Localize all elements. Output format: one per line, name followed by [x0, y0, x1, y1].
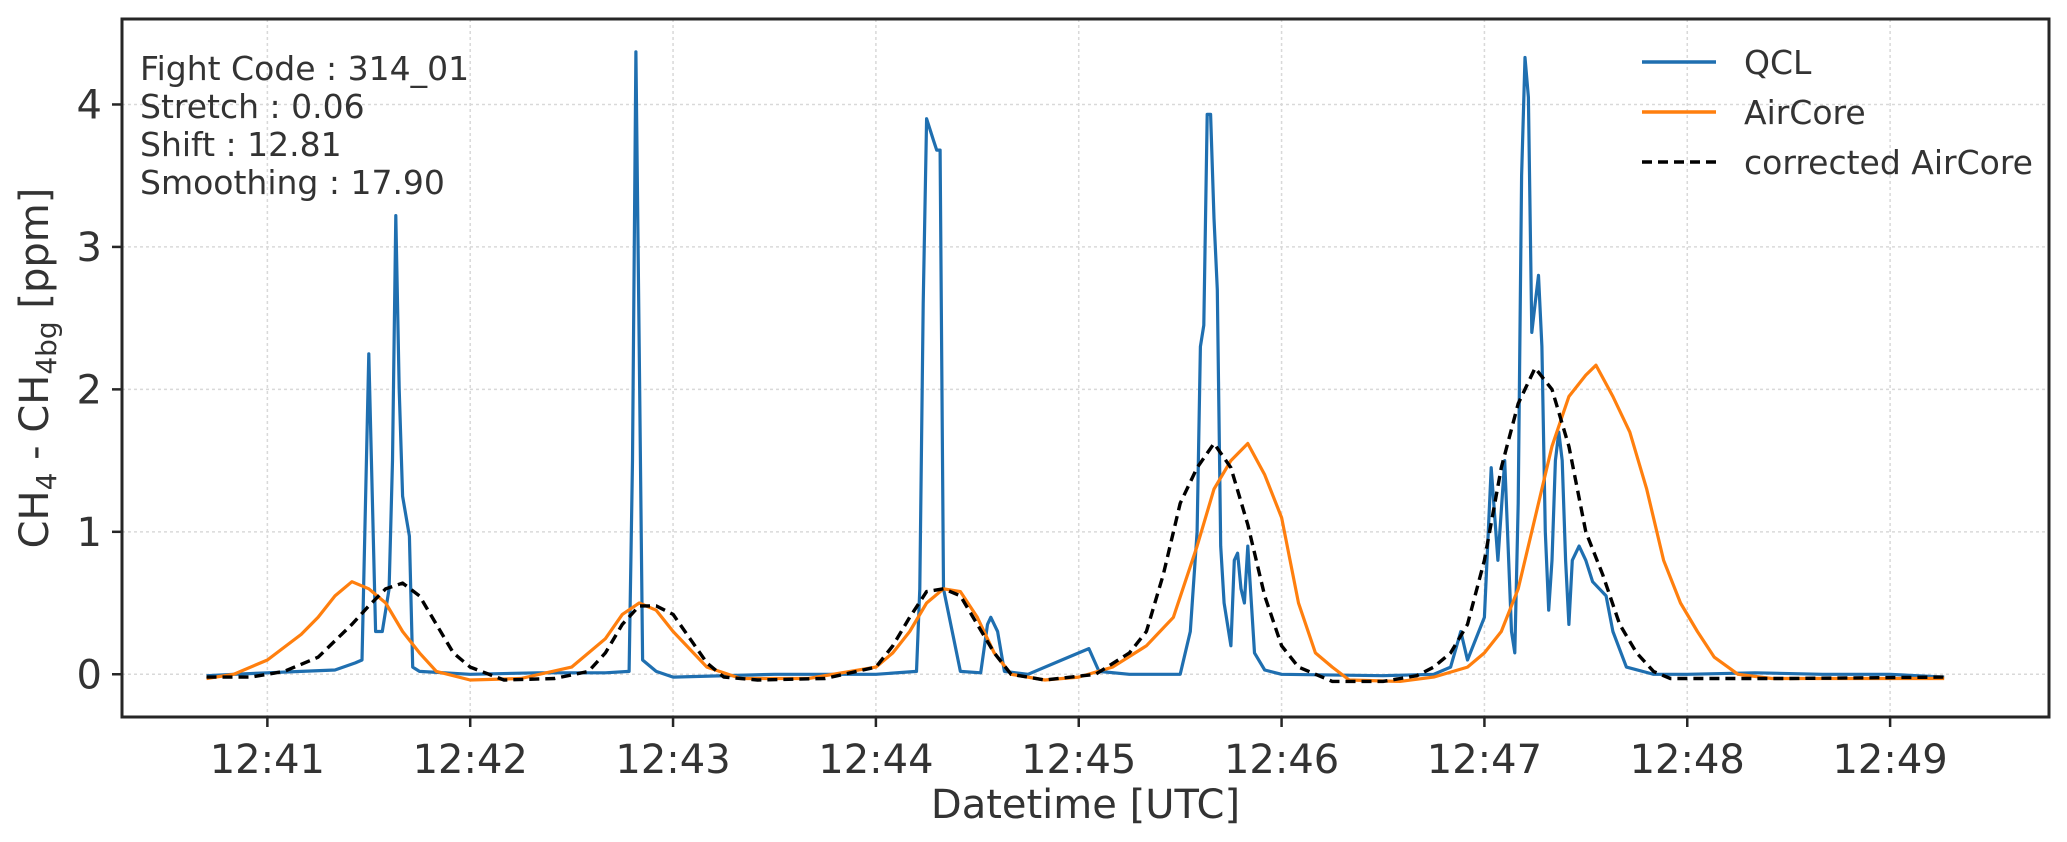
- x-axis-label: Datetime [UTC]: [931, 782, 1240, 828]
- x-tick-label: 12:48: [1630, 737, 1745, 783]
- annotation-line: Shift : 12.81: [140, 125, 342, 164]
- y-tick-label: 2: [77, 367, 102, 413]
- x-tick-label: 12:46: [1224, 737, 1339, 783]
- y-axis-label: CH4 - CH4bg [ppm]: [12, 188, 63, 549]
- x-tick-label: 12:45: [1021, 737, 1136, 783]
- x-tick-label: 12:47: [1427, 737, 1542, 783]
- series-line-corrected-aircore: [206, 366, 1945, 684]
- legend-entry: QCL: [1744, 43, 1812, 82]
- legend: QCL AirCore corrected AirCore: [1642, 43, 2033, 182]
- x-tick-label: 12:43: [615, 737, 730, 783]
- series-layer: [206, 50, 1945, 684]
- y-tick-label: 0: [77, 652, 102, 698]
- x-tick-label: 12:42: [413, 737, 528, 783]
- y-tick-label: 1: [77, 510, 102, 556]
- y-tick-label: 3: [77, 225, 102, 271]
- x-tick-label: 12:49: [1832, 737, 1947, 783]
- grid-lines: [122, 19, 2049, 717]
- y-axis-ticks: 0 1 2 3 4: [77, 82, 122, 698]
- legend-entry: AirCore: [1744, 93, 1866, 132]
- x-axis-ticks: 12:41 12:42 12:43 12:44 12:45 12:46 12:47 12:48…: [210, 717, 1948, 783]
- annotation-line: Fight Code : 314_01: [140, 49, 469, 88]
- legend-entry: corrected AirCore: [1744, 143, 2033, 182]
- x-tick-label: 12:41: [210, 737, 325, 783]
- series-line-aircore: [206, 363, 1945, 683]
- y-tick-label: 4: [77, 82, 102, 128]
- x-tick-label: 12:44: [818, 737, 933, 783]
- plot-frame: [120, 17, 2051, 719]
- annotation-line: Smoothing : 17.90: [140, 163, 445, 202]
- annotation-line: Stretch : 0.06: [140, 87, 365, 126]
- series-line-qcl: [206, 50, 1945, 679]
